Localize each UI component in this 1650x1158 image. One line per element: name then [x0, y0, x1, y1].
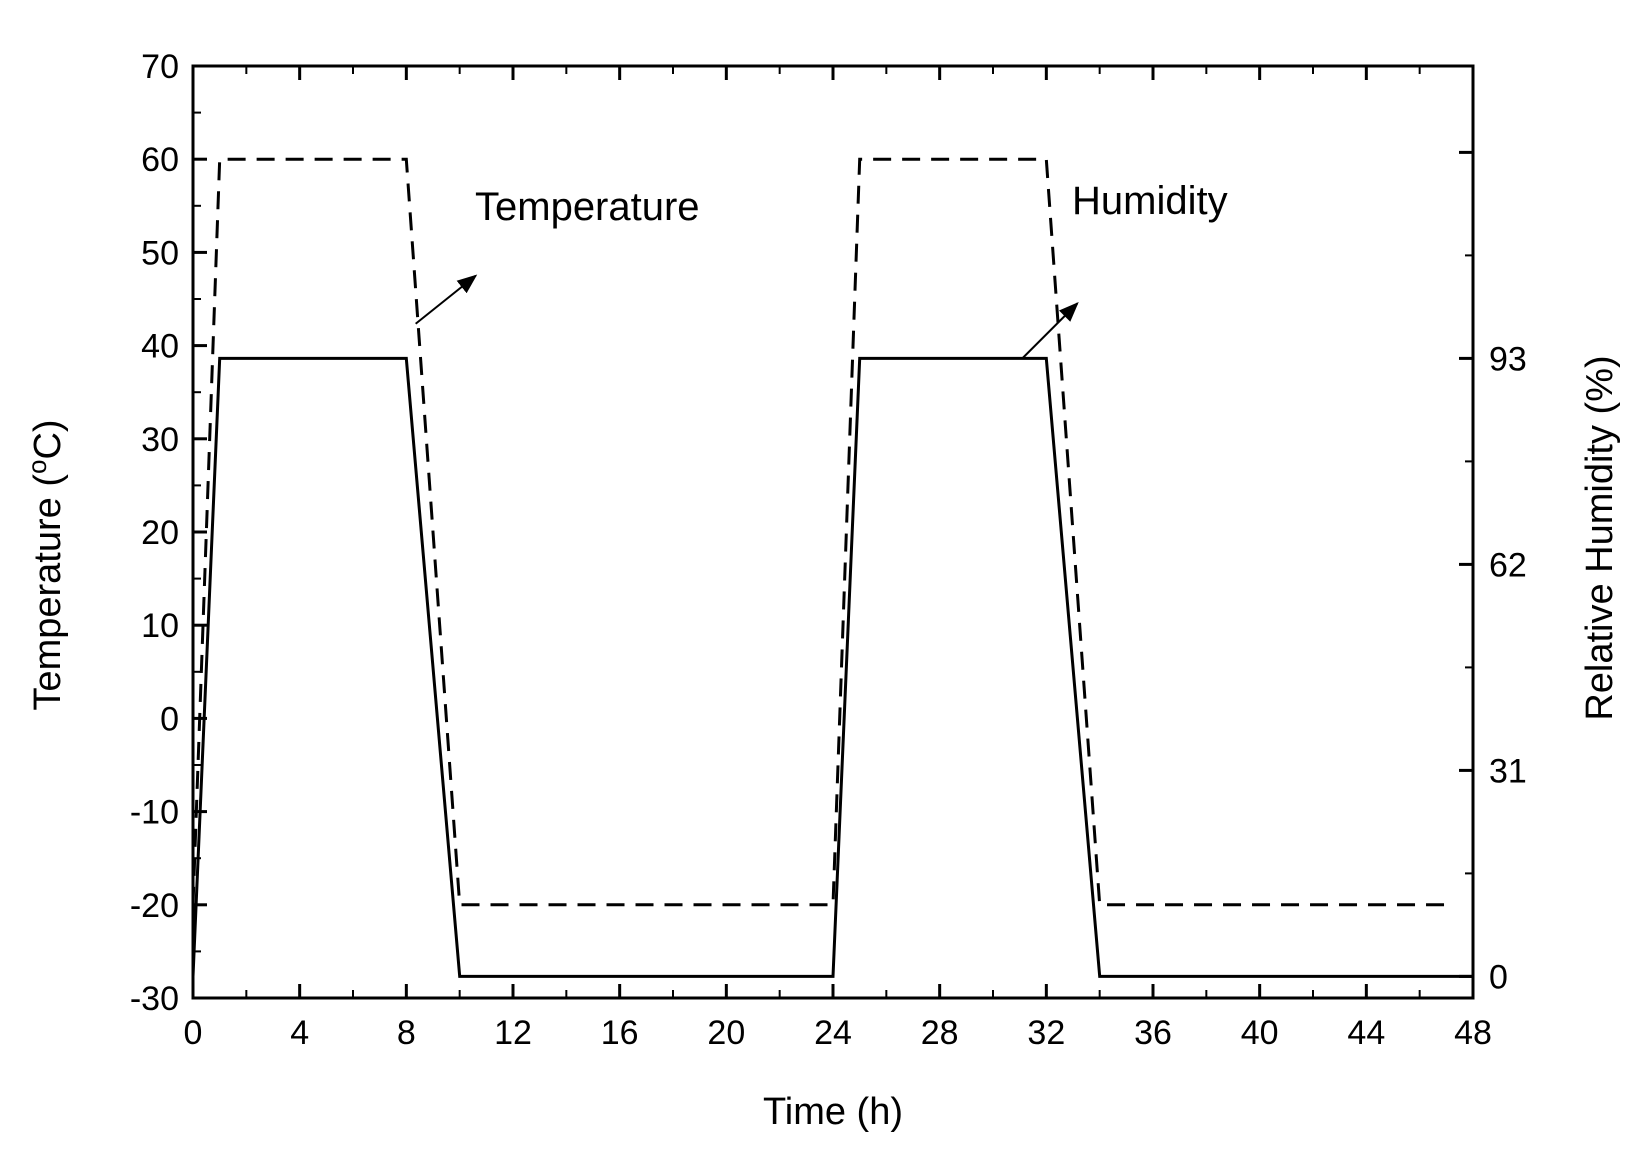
y-left-tick-label: -30 [130, 980, 179, 1018]
y-right-tick-label: 0 [1489, 958, 1508, 996]
humidity-annotation-arrow [1021, 301, 1079, 360]
x-tick-label: 24 [814, 1014, 852, 1052]
humidity-series-line [191, 356, 1473, 978]
y-right-tick-label: 93 [1489, 340, 1527, 378]
humidity-annotation-label: Humidity [1072, 179, 1228, 223]
series-layer [191, 157, 1473, 978]
x-tick-label: 0 [184, 1014, 203, 1052]
y-left-axis-title: Temperature (oC) [22, 419, 69, 710]
x-tick-label: 40 [1241, 1014, 1279, 1052]
y-left-tick-label: -10 [130, 794, 179, 832]
y-right-axis-title: Relative Humidity (%) [1579, 355, 1621, 720]
x-axis-title: Time (h) [763, 1091, 903, 1133]
y-right-axis-ticks: 0 31 62 93 [1459, 150, 1527, 996]
y-left-tick-label: 0 [160, 700, 179, 738]
y-left-tick-label: 50 [141, 234, 179, 272]
temperature-annotation-label: Temperature [475, 185, 700, 229]
temperature-annotation-arrow [415, 274, 478, 325]
y-right-tick-label: 31 [1489, 752, 1527, 790]
x-tick-label: 16 [601, 1014, 639, 1052]
x-tick-label: 44 [1347, 1014, 1385, 1052]
x-tick-label: 28 [921, 1014, 959, 1052]
y-left-tick-label: 70 [141, 48, 179, 86]
y-left-axis-title-degree: o [22, 460, 52, 474]
y-left-tick-label: 40 [141, 328, 179, 366]
x-tick-label: 8 [397, 1014, 416, 1052]
x-tick-label: 20 [707, 1014, 745, 1052]
y-left-axis-title-end: C) [27, 419, 69, 459]
y-left-axis-title-start: Temperature ( [27, 474, 69, 711]
y-left-tick-label: 60 [141, 141, 179, 179]
y-left-tick-label: -20 [130, 887, 179, 925]
annotation-layer: Temperature Humidity [415, 179, 1228, 360]
x-tick-label: 12 [494, 1014, 532, 1052]
plot-frame [191, 64, 1475, 1000]
x-tick-label: 32 [1027, 1014, 1065, 1052]
y-left-axis-ticks: -30 -20 -10 0 10 20 30 40 50 60 70 [130, 48, 207, 1018]
y-left-tick-label: 20 [141, 514, 179, 552]
x-tick-label: 4 [290, 1014, 309, 1052]
y-right-tick-label: 62 [1489, 546, 1527, 584]
temperature-series-line [191, 157, 1447, 907]
x-tick-label: 48 [1454, 1014, 1492, 1052]
y-left-tick-label: 30 [141, 421, 179, 459]
x-axis-ticks: 0 4 8 12 16 20 24 28 32 36 40 44 48 [184, 66, 1492, 1052]
y-left-tick-label: 10 [141, 607, 179, 645]
x-tick-label: 36 [1134, 1014, 1172, 1052]
